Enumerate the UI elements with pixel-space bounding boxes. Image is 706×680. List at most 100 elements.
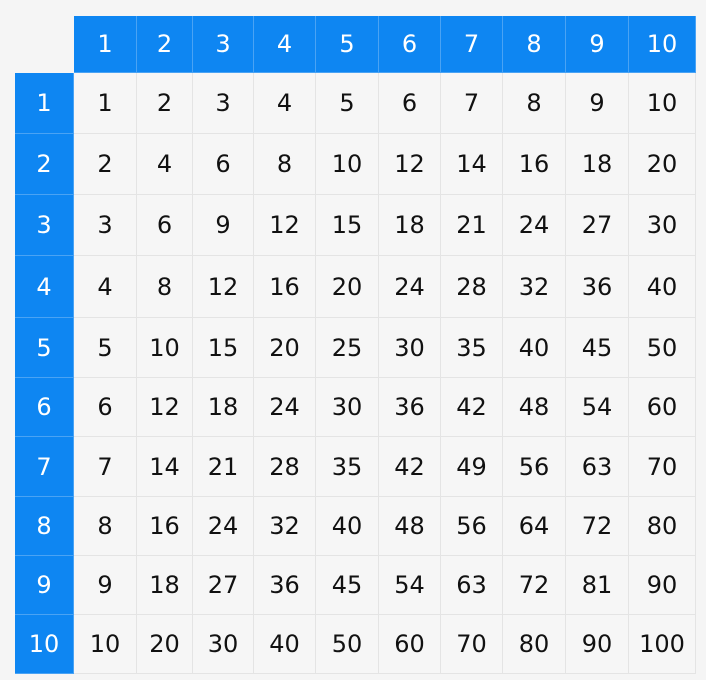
table-cell: 9 [74,556,137,615]
column-header: 8 [503,16,566,73]
table-cell: 60 [629,378,696,437]
table-cell: 72 [503,556,566,615]
column-header: 6 [379,16,441,73]
table-cell: 8 [254,134,316,195]
table-cell: 64 [503,497,566,556]
table-cell: 14 [441,134,503,195]
table-cell: 35 [441,318,503,378]
table-cell: 36 [379,378,441,437]
table-cell: 24 [379,256,441,318]
table-cell: 32 [254,497,316,556]
table-cell: 50 [316,615,379,674]
table-cell: 45 [566,318,629,378]
table-cell: 35 [316,437,379,497]
table-cell: 8 [137,256,193,318]
table-cell: 15 [316,195,379,256]
table-cell: 8 [74,497,137,556]
column-header: 9 [566,16,629,73]
row-header: 9 [15,556,74,615]
table-cell: 80 [503,615,566,674]
table-cell: 6 [379,73,441,134]
table-cell: 90 [566,615,629,674]
table-cell: 48 [503,378,566,437]
table-cell: 28 [441,256,503,318]
table-cell: 24 [254,378,316,437]
table-cell: 12 [193,256,254,318]
column-header: 2 [137,16,193,73]
table-cell: 40 [629,256,696,318]
row-header: 5 [15,318,74,378]
column-header: 5 [316,16,379,73]
row-header: 3 [15,195,74,256]
table-cell: 7 [441,73,503,134]
table-cell: 25 [316,318,379,378]
table-cell: 6 [74,378,137,437]
table-cell: 8 [503,73,566,134]
table-cell: 4 [254,73,316,134]
table-cell: 3 [74,195,137,256]
table-cell: 32 [503,256,566,318]
table-cell: 18 [193,378,254,437]
table-cell: 4 [137,134,193,195]
row-header: 6 [15,378,74,437]
multiplication-table: 1 2 3 4 5 6 7 8 9 10 1 1 2 3 4 5 6 7 8 9 10 2 2 4 6 8 10 12 14 16 18 20… [15,16,696,674]
column-header: 7 [441,16,503,73]
table-cell: 27 [566,195,629,256]
table-cell: 4 [74,256,137,318]
table-cell: 16 [254,256,316,318]
row-header: 10 [15,615,74,674]
table-cell: 7 [74,437,137,497]
table-cell: 70 [441,615,503,674]
table-cell: 20 [137,615,193,674]
table-cell: 42 [379,437,441,497]
table-cell: 54 [566,378,629,437]
table-cell: 54 [379,556,441,615]
table-cell: 28 [254,437,316,497]
table-cell: 15 [193,318,254,378]
table-cell: 30 [316,378,379,437]
table-cell: 24 [193,497,254,556]
row-header: 8 [15,497,74,556]
table-cell: 20 [316,256,379,318]
table-cell: 9 [193,195,254,256]
table-cell: 63 [441,556,503,615]
table-cell: 70 [629,437,696,497]
table-cell: 45 [316,556,379,615]
table-cell: 30 [193,615,254,674]
table-cell: 81 [566,556,629,615]
table-cell: 2 [137,73,193,134]
table-cell: 49 [441,437,503,497]
table-cell: 20 [629,134,696,195]
table-cell: 30 [629,195,696,256]
table-cell: 56 [503,437,566,497]
column-header: 10 [629,16,696,73]
table-cell: 3 [193,73,254,134]
table-cell: 72 [566,497,629,556]
corner-cell [15,16,74,73]
table-cell: 1 [74,73,137,134]
table-cell: 20 [254,318,316,378]
row-header: 1 [15,73,74,134]
table-cell: 16 [503,134,566,195]
table-cell: 14 [137,437,193,497]
table-cell: 48 [379,497,441,556]
table-cell: 10 [137,318,193,378]
table-cell: 21 [193,437,254,497]
table-cell: 5 [74,318,137,378]
table-cell: 10 [629,73,696,134]
table-cell: 60 [379,615,441,674]
table-cell: 5 [316,73,379,134]
table-cell: 9 [566,73,629,134]
table-cell: 12 [137,378,193,437]
table-cell: 21 [441,195,503,256]
table-cell: 40 [316,497,379,556]
table-cell: 24 [503,195,566,256]
table-cell: 90 [629,556,696,615]
table-cell: 18 [566,134,629,195]
table-cell: 30 [379,318,441,378]
table-cell: 63 [566,437,629,497]
row-header: 2 [15,134,74,195]
column-header: 3 [193,16,254,73]
table-cell: 56 [441,497,503,556]
row-header: 4 [15,256,74,318]
